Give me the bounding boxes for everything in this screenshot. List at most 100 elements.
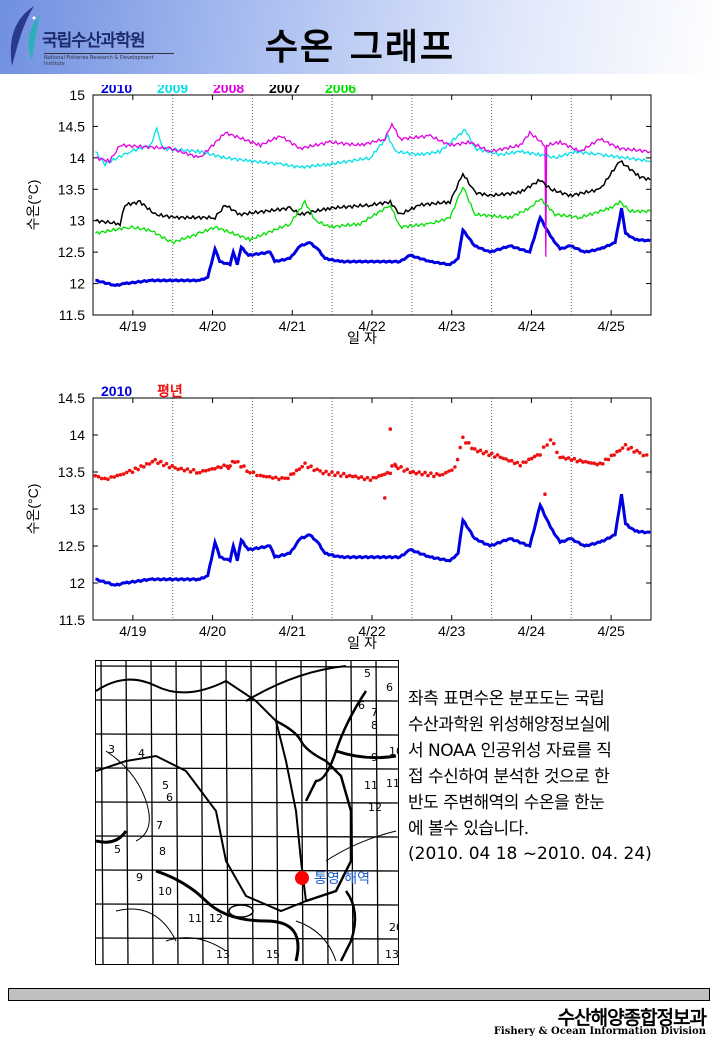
- data-point: [201, 469, 205, 473]
- contour-label: 6: [166, 791, 173, 804]
- y-tick-label: 12: [69, 276, 85, 292]
- data-point: [620, 446, 625, 450]
- data-point: [615, 449, 619, 454]
- data-point: [248, 470, 252, 475]
- data-point: [435, 472, 439, 476]
- x-axis-label: 일 자: [347, 635, 377, 650]
- logo-subtitle: National Fisheries Research & Developmen…: [44, 53, 174, 67]
- data-point: [524, 460, 528, 464]
- x-tick-label: 4/22: [358, 623, 385, 639]
- data-point: [461, 435, 465, 440]
- x-tick-label: 4/20: [199, 623, 226, 639]
- description-line: 접 수신하여 분석한 것으로 한: [408, 767, 610, 787]
- description-line: 에 볼수 있습니다.: [408, 819, 529, 839]
- contour-label: 13: [216, 948, 230, 961]
- data-point: [112, 475, 117, 479]
- data-point: [492, 455, 497, 459]
- data-point: [339, 474, 343, 478]
- data-point: [551, 441, 556, 446]
- data-point: [267, 474, 272, 479]
- data-point: [127, 468, 132, 473]
- data-point: [159, 459, 163, 464]
- x-tick-label: 4/24: [518, 623, 545, 639]
- data-point: [142, 465, 146, 469]
- contour-label: 6: [386, 681, 393, 694]
- y-tick-label: 13.5: [58, 181, 85, 197]
- data-point: [236, 459, 240, 464]
- data-point: [426, 473, 430, 478]
- data-point: [545, 443, 549, 447]
- x-tick-label: 4/25: [598, 318, 625, 334]
- data-point: [535, 453, 540, 457]
- data-point: [321, 471, 325, 476]
- y-tick-label: 11.5: [59, 612, 85, 628]
- map-grid-line: [225, 661, 229, 964]
- plot-frame: [92, 397, 652, 621]
- data-point: [548, 438, 553, 442]
- data-point: [440, 472, 445, 477]
- footer-bar: [8, 988, 710, 1001]
- data-point: [606, 457, 611, 462]
- map-grid-line: [96, 767, 398, 770]
- contour-label: 8: [371, 719, 378, 732]
- data-point-outlier: [543, 492, 547, 497]
- map-grid-line: [275, 661, 279, 964]
- data-point: [641, 453, 646, 458]
- contour-label: 13: [385, 948, 398, 961]
- contour-label: 5: [162, 779, 169, 792]
- y-tick-label: 14.5: [58, 390, 85, 406]
- data-point: [359, 475, 364, 479]
- data-point: [270, 476, 275, 480]
- data-point: [204, 468, 208, 473]
- data-point: [390, 464, 394, 468]
- x-tick-label: 4/21: [279, 623, 306, 639]
- data-point: [341, 471, 346, 476]
- data-point: [527, 457, 531, 462]
- data-point: [356, 476, 361, 480]
- description-line: 서 NOAA 인공위성 자료를 직: [408, 741, 612, 761]
- data-point: [507, 459, 511, 463]
- data-point: [385, 470, 390, 475]
- data-point: [518, 463, 523, 468]
- data-point: [264, 474, 269, 479]
- location-label: 통영 해역: [314, 871, 370, 887]
- data-point: [432, 474, 436, 479]
- data-point: [306, 465, 310, 470]
- data-point: [336, 470, 340, 475]
- contour-label: 7: [371, 706, 378, 719]
- x-tick-label: 4/22: [358, 318, 385, 334]
- contour-label: 6: [358, 699, 365, 712]
- data-point: [350, 474, 355, 479]
- y-tick-label: 15: [69, 87, 85, 103]
- data-point: [581, 460, 585, 464]
- data-point: [447, 469, 451, 473]
- series-line-2010: [95, 207, 651, 288]
- data-point: [153, 457, 157, 462]
- series-line-2007: [95, 159, 651, 227]
- data-point: [475, 449, 480, 454]
- data-point: [99, 476, 104, 481]
- data-point: [188, 470, 193, 474]
- data-point: [327, 472, 331, 477]
- data-point: [455, 457, 460, 462]
- data-point: [490, 451, 494, 456]
- data-point: [487, 453, 491, 458]
- data-point: [453, 465, 457, 469]
- data-point: [569, 458, 574, 463]
- data-point: [182, 468, 187, 473]
- data-point: [638, 451, 642, 455]
- data-point: [161, 463, 166, 468]
- y-tick-label: 14: [69, 150, 85, 166]
- data-point: [635, 448, 639, 453]
- map-grid-line: [150, 661, 154, 964]
- data-point: [371, 475, 376, 480]
- x-tick-label: 4/23: [438, 623, 465, 639]
- data-point: [484, 449, 488, 454]
- data-point: [566, 456, 571, 460]
- data-point: [402, 469, 406, 473]
- contour-label: 7: [156, 819, 163, 832]
- contour-label: 5: [114, 843, 121, 856]
- data-point: [429, 471, 433, 475]
- data-point: [242, 464, 246, 468]
- y-tick-label: 14: [69, 427, 85, 443]
